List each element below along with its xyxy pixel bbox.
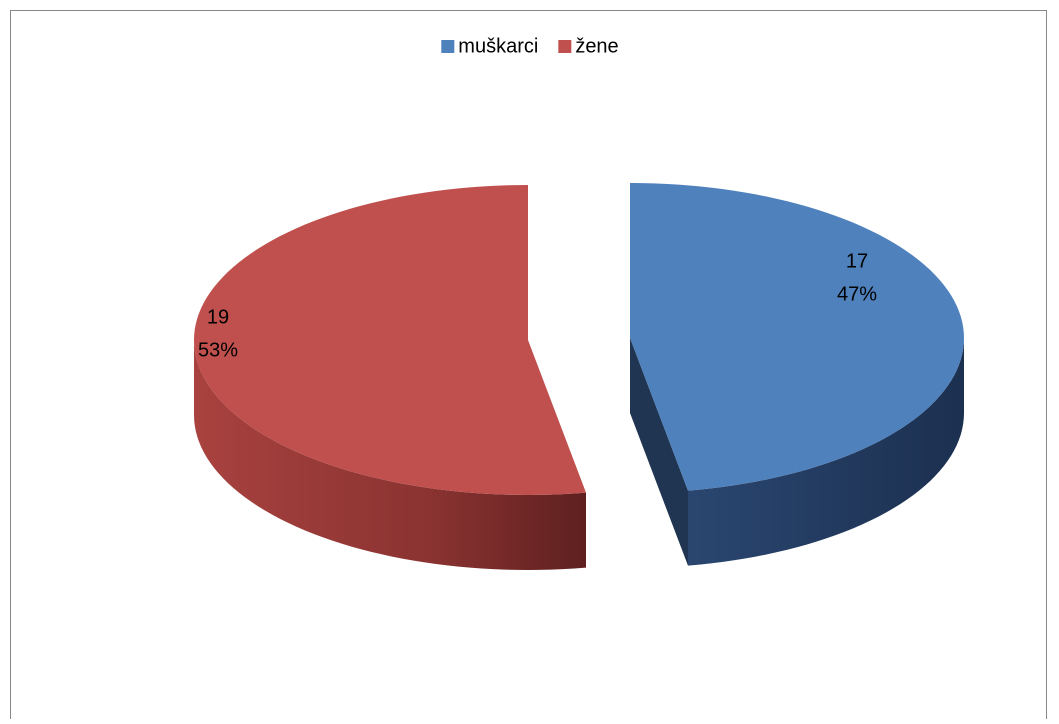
percent-label: 53% bbox=[198, 339, 238, 361]
data-label: 17 bbox=[846, 250, 868, 272]
slice-cut-face bbox=[630, 338, 688, 566]
legend-label: žene bbox=[575, 35, 618, 57]
pie-slice bbox=[630, 183, 964, 491]
legend-swatch bbox=[558, 40, 572, 53]
legend-label: muškarci bbox=[458, 35, 538, 57]
pie-slice bbox=[194, 185, 586, 495]
slice-side bbox=[688, 338, 964, 566]
percent-label: 47% bbox=[837, 283, 877, 305]
legend-swatch bbox=[441, 40, 455, 53]
data-label: 19 bbox=[207, 306, 229, 328]
slice-side bbox=[194, 340, 586, 570]
